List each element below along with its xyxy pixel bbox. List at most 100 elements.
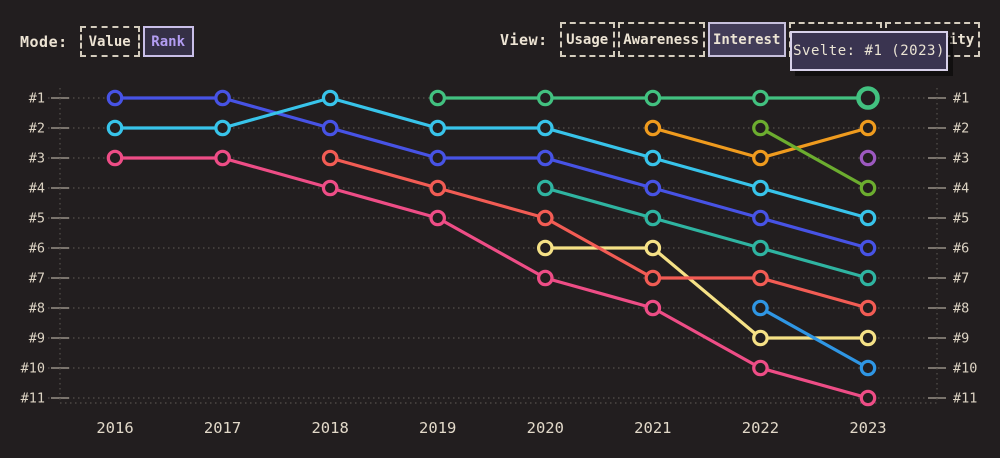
year-label: 2017 [204,419,241,437]
data-point[interactable] [752,269,769,287]
data-point[interactable] [106,89,124,107]
rank-label-right: #10 [953,361,977,377]
rank-label-right: #8 [953,301,969,317]
series-line-royal-blue [113,96,870,250]
data-point[interactable] [536,179,554,197]
rank-label-left: #3 [29,151,45,167]
rank-label-left: #4 [29,181,45,197]
data-point[interactable] [214,149,231,167]
year-label: 2022 [742,419,779,437]
data-point[interactable] [752,359,769,377]
year-label: 2021 [634,419,671,437]
rank-label-right: #5 [953,211,969,227]
data-point[interactable] [429,179,447,197]
rank-label-left: #11 [21,391,45,407]
view-option-interest[interactable]: Interest [707,22,786,57]
year-label: 2023 [849,419,886,437]
data-point[interactable] [321,149,339,167]
data-point[interactable] [644,209,662,227]
data-point[interactable] [536,209,554,227]
year-label: 2018 [311,419,348,437]
series-line-salmon [328,156,870,310]
data-point[interactable] [429,209,447,227]
data-point[interactable] [536,119,554,137]
rank-label-right: #6 [953,241,969,257]
mode-label: Mode: [20,32,68,51]
series-line-azure-blue [758,306,870,370]
data-point[interactable] [644,179,662,197]
rank-label-right: #4 [953,181,969,197]
data-point[interactable] [859,119,877,137]
rank-label-right: #7 [953,271,969,287]
data-point[interactable] [644,149,662,167]
rank-label-right: #11 [953,391,977,407]
rank-label-left: #1 [29,91,45,107]
mode-option-value[interactable]: Value [79,26,140,57]
data-point[interactable] [106,149,124,167]
view-option-usage[interactable]: Usage [559,22,615,57]
year-label: 2016 [96,419,133,437]
data-point[interactable] [214,119,231,137]
year-label: 2020 [527,419,564,437]
data-point[interactable] [644,89,662,107]
data-point[interactable] [859,329,877,347]
rank-label-left: #10 [21,361,45,377]
rank-label-left: #2 [29,121,45,137]
data-point[interactable] [859,359,877,377]
data-point[interactable] [859,179,877,197]
data-point[interactable] [536,269,554,287]
data-point[interactable] [429,149,447,167]
mode-control: Mode: Value Rank [20,26,194,57]
data-point[interactable] [859,299,877,317]
rank-label-right: #3 [953,151,969,167]
series-line-cyan [113,96,870,220]
series-line-pink [113,156,870,400]
data-point[interactable] [106,119,124,137]
rank-label-left: #9 [29,331,45,347]
data-point[interactable] [429,119,447,137]
data-point[interactable] [859,149,877,167]
year-label: 2019 [419,419,456,437]
data-point[interactable] [752,239,769,257]
rank-label-right: #1 [953,91,969,107]
rank-label-left: #7 [29,271,45,287]
view-option-awareness[interactable]: Awareness [617,22,705,57]
data-point[interactable] [752,299,769,317]
data-point[interactable] [859,239,877,257]
data-point[interactable] [644,119,662,137]
data-point[interactable] [644,239,662,257]
rank-label-right: #9 [953,331,969,347]
data-point[interactable] [321,179,339,197]
data-point[interactable] [859,389,877,407]
rank-label-right: #2 [953,121,969,137]
rank-label-left: #6 [29,241,45,257]
data-point[interactable] [752,179,769,197]
data-point[interactable] [536,149,554,167]
data-point[interactable] [752,329,769,347]
data-point[interactable] [752,119,769,137]
data-point[interactable] [644,269,662,287]
data-point[interactable] [321,89,339,107]
mode-options: Value Rank [79,26,194,57]
data-point[interactable] [644,299,662,317]
data-point[interactable] [859,209,877,227]
data-point[interactable] [752,209,769,227]
series-line-teal [543,186,870,280]
data-point[interactable] [859,269,877,287]
data-point[interactable] [752,149,769,167]
data-point[interactable] [536,89,554,107]
data-point[interactable] [536,239,554,257]
data-point-highlighted[interactable] [856,86,880,110]
data-point[interactable] [321,119,339,137]
mode-option-rank[interactable]: Rank [142,26,194,57]
chart-tooltip: Svelte: #1 (2023) [790,31,948,71]
series-line-apple-green [758,126,870,190]
tooltip-text: Svelte: #1 (2023) [793,43,945,59]
view-label: View: [500,30,548,49]
data-point[interactable] [429,89,447,107]
data-point[interactable] [752,89,769,107]
data-point[interactable] [214,89,231,107]
rank-label-left: #8 [29,301,45,317]
